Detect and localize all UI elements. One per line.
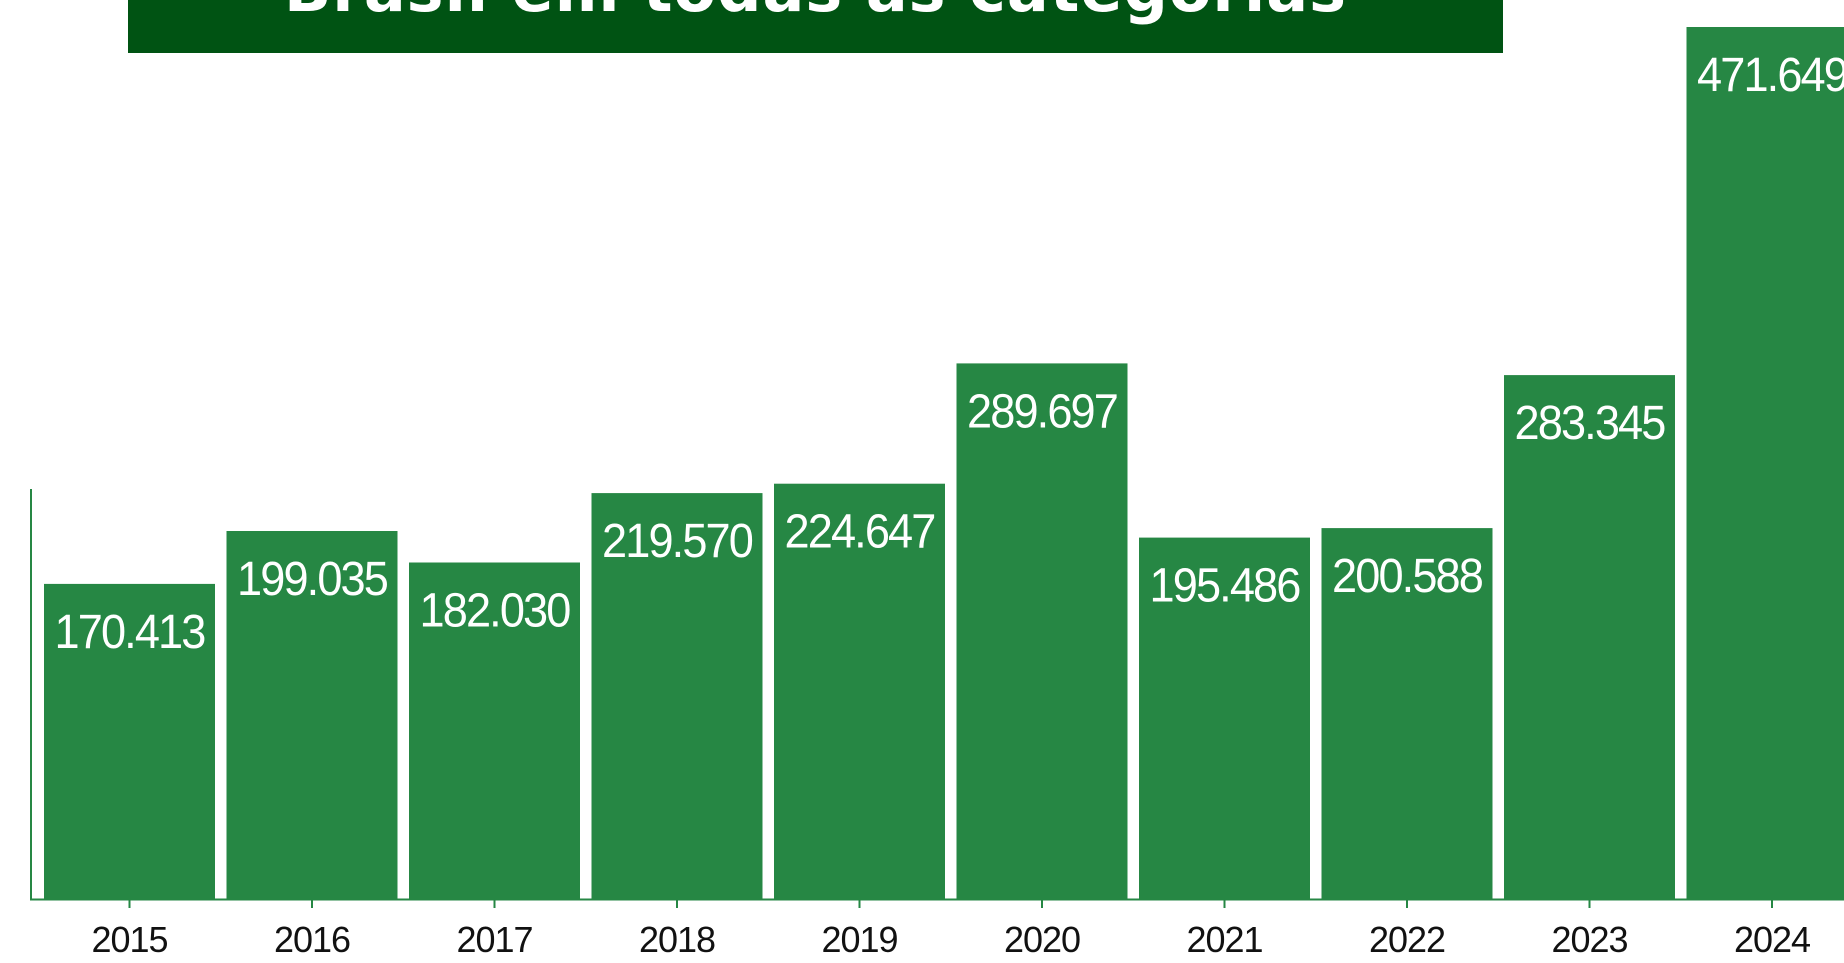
data-label-2021: 195.486 — [1150, 560, 1300, 613]
x-tick-label-2018: 2018 — [639, 919, 715, 960]
data-label-2015: 170.413 — [55, 606, 205, 659]
bar-2015 — [44, 583, 215, 899]
x-tick-labels-group: 2015 2016 2017 2018 2019 2020 2021 2022 2023 2024 — [91, 919, 1811, 960]
bar-2023 — [1504, 375, 1675, 900]
bar-2020 — [956, 363, 1128, 899]
x-tick-label-2020: 2020 — [1004, 919, 1080, 960]
x-tick-label-2024: 2024 — [1734, 919, 1810, 960]
bar-2016 — [226, 531, 398, 899]
x-tick-label-2022: 2022 — [1369, 919, 1445, 960]
bars-group — [44, 27, 1844, 900]
data-label-2023: 283.345 — [1515, 397, 1665, 450]
data-label-2016: 199.035 — [237, 553, 387, 606]
data-label-2018: 219.570 — [602, 515, 752, 568]
chart-title-banner: Brasil em todas as categorias — [128, 0, 1503, 53]
x-tick-label-2016: 2016 — [274, 919, 350, 960]
data-label-2019: 224.647 — [785, 506, 935, 559]
bar-2019 — [774, 483, 945, 899]
x-tick-label-2019: 2019 — [821, 919, 897, 960]
x-tick-label-2021: 2021 — [1186, 919, 1262, 960]
bar-2018 — [591, 493, 763, 899]
data-label-2017: 182.030 — [420, 585, 570, 638]
x-tick-label-2015: 2015 — [91, 919, 167, 960]
chart-title: Brasil em todas as categorias — [128, 0, 1503, 21]
data-labels-group: 170.413 199.035 182.030 219.570 224.647 289.6… — [55, 49, 1844, 659]
x-tick-label-2017: 2017 — [456, 919, 532, 960]
bar-2017 — [409, 562, 580, 899]
x-axis — [30, 489, 1844, 908]
data-label-2020: 289.697 — [967, 385, 1117, 438]
x-tick-label-2023: 2023 — [1551, 919, 1627, 960]
data-label-2022: 200.588 — [1332, 550, 1482, 603]
bar-2022 — [1321, 528, 1493, 899]
data-label-2024: 471.649 — [1697, 49, 1844, 102]
bar-2024 — [1686, 27, 1844, 899]
bar-2021 — [1139, 537, 1310, 899]
